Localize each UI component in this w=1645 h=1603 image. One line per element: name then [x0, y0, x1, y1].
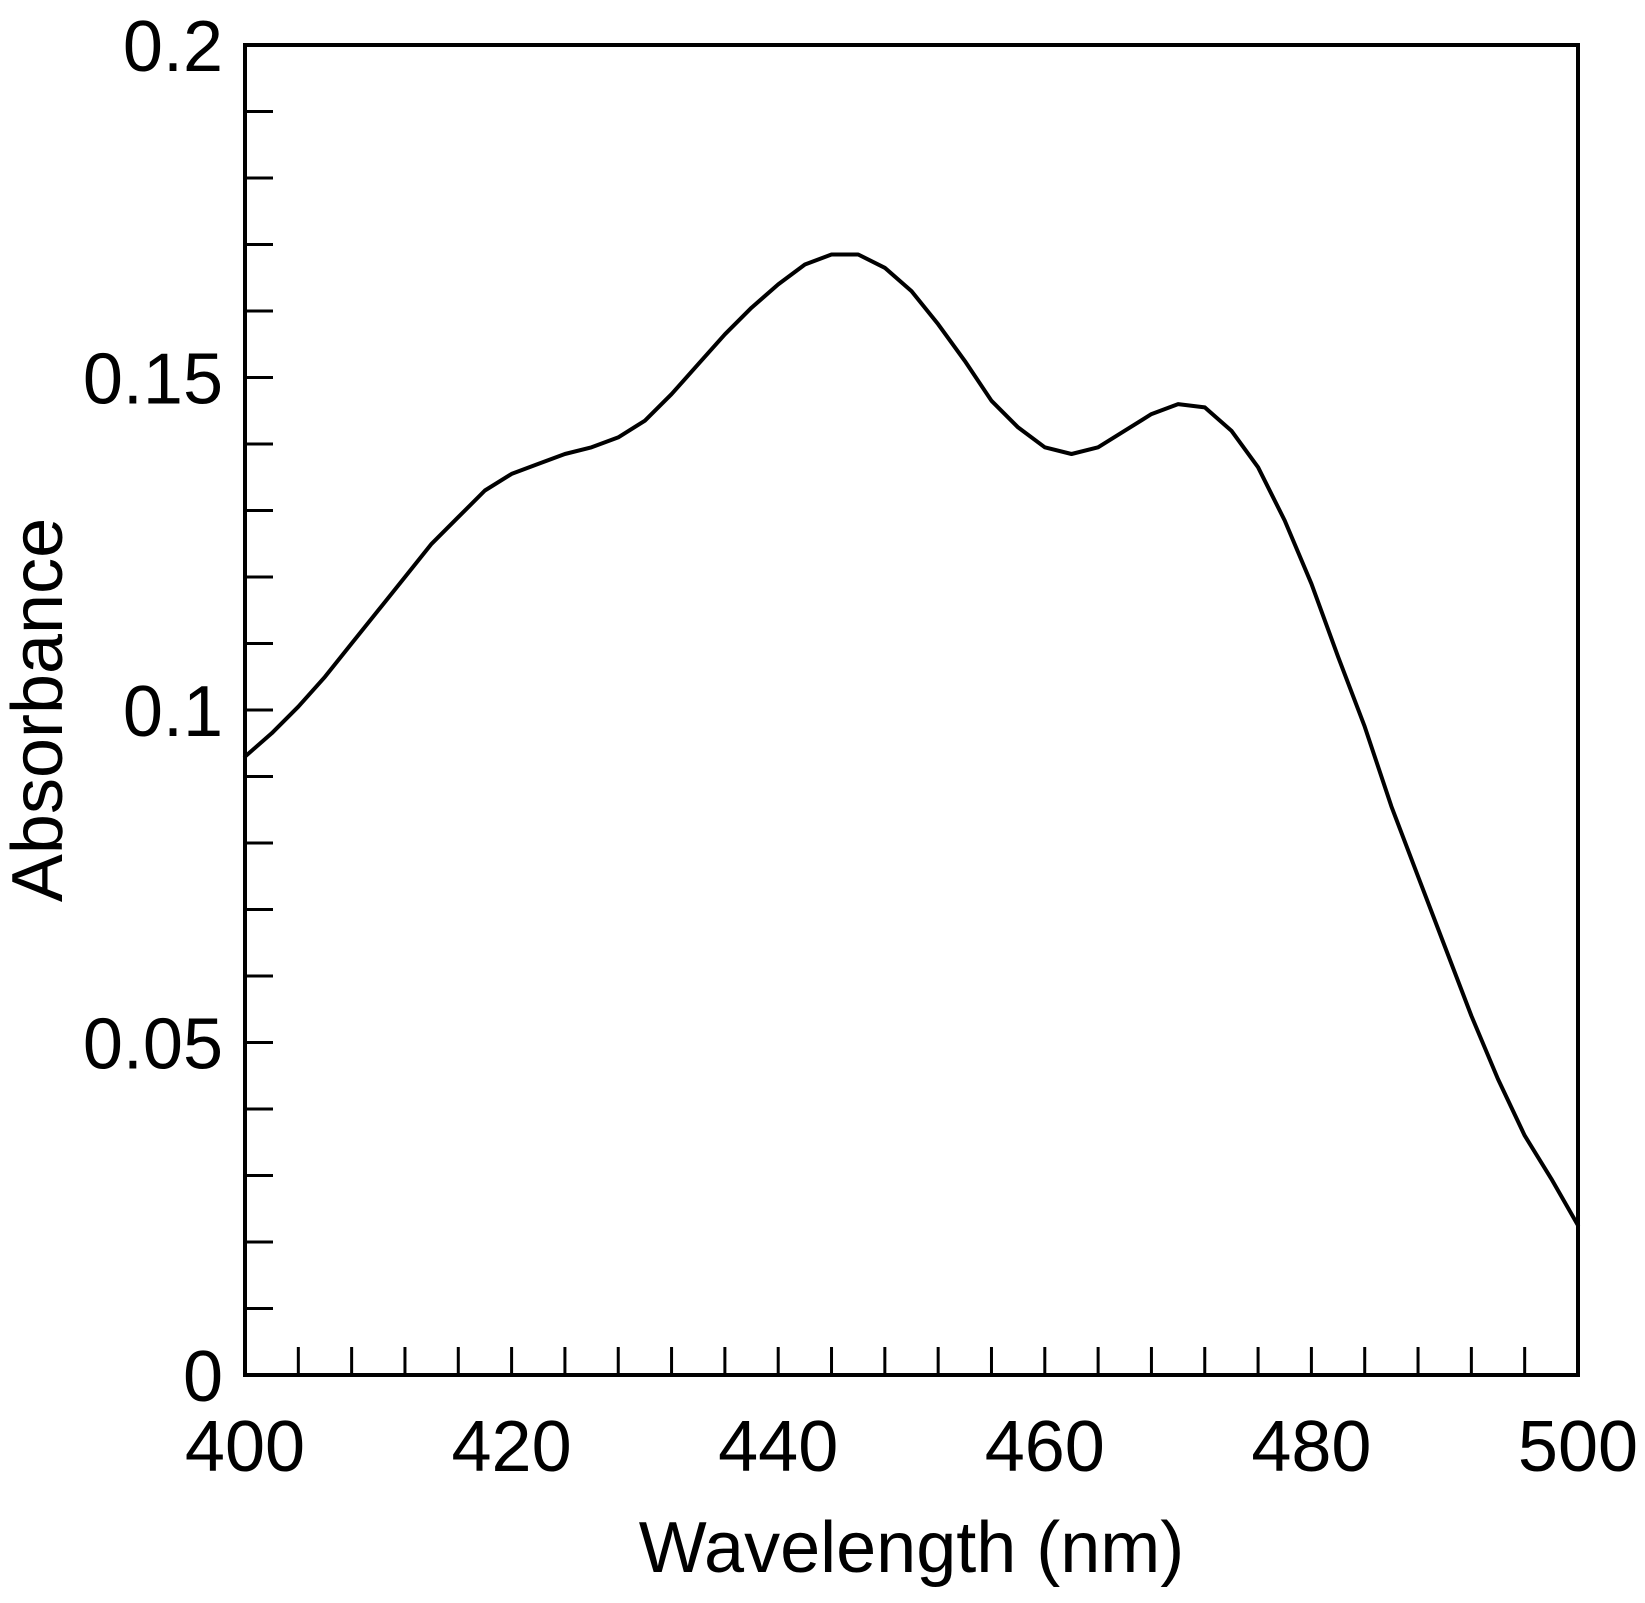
- x-tick-label: 440: [718, 1407, 838, 1487]
- x-tick-label: 420: [452, 1407, 572, 1487]
- series-layer: [243, 252, 1580, 1228]
- absorbance-series-line: [243, 252, 1580, 1228]
- y-tick-label: 0.15: [83, 340, 223, 420]
- x-tick-label: 500: [1518, 1407, 1638, 1487]
- y-tick-label: 0: [183, 1337, 223, 1417]
- y-axis-title: Absorbance: [0, 518, 78, 902]
- y-tick-label: 0.05: [83, 1005, 223, 1085]
- x-tick-label: 460: [985, 1407, 1105, 1487]
- x-axis-tick-labels: 400 420 440 460 480 500: [185, 1407, 1638, 1487]
- x-axis-ticks: [243, 1347, 1580, 1375]
- x-axis-title: Wavelength (nm): [639, 1508, 1185, 1588]
- plot-frame: [243, 43, 1580, 1377]
- x-tick-label: 480: [1251, 1407, 1371, 1487]
- y-tick-label: 0.1: [123, 672, 223, 752]
- x-tick-label: 400: [185, 1407, 305, 1487]
- y-axis-ticks: [245, 43, 273, 1377]
- y-axis-tick-labels: 0 0.05 0.1 0.15 0.2: [83, 7, 223, 1417]
- y-tick-label: 0.2: [123, 7, 223, 87]
